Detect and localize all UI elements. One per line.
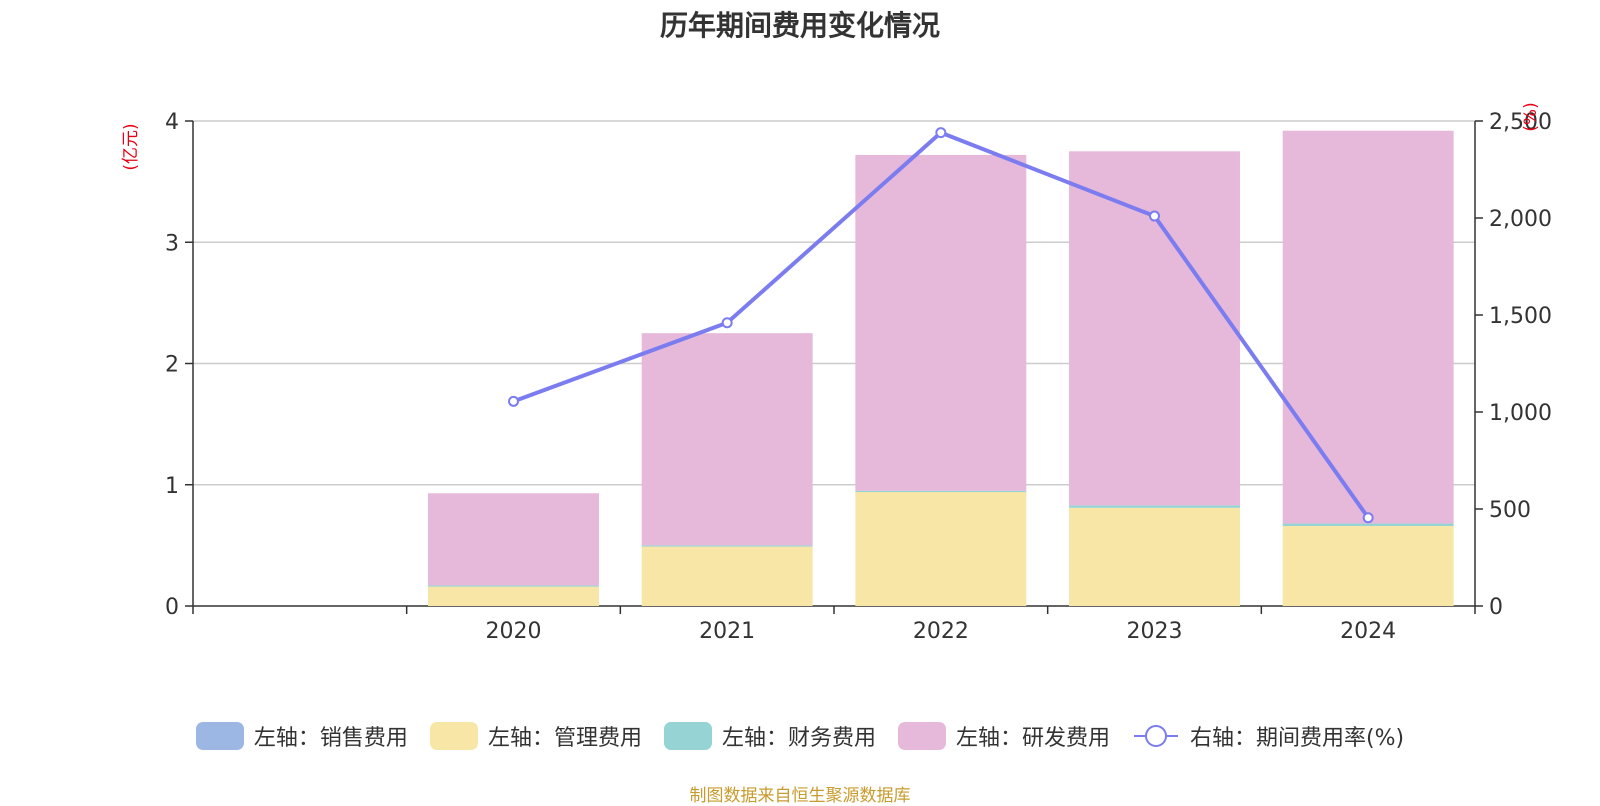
rate-point (1362, 512, 1374, 524)
legend-label: 左轴：销售费用 (253, 726, 408, 751)
right-axis-tick-label: 2,000 (1489, 207, 1552, 232)
legend-label: 右轴：期间费用率(%) (1189, 726, 1405, 751)
x-axis-tick-label: 2021 (699, 619, 755, 644)
bar-segment (1069, 507, 1240, 606)
bar-segment (641, 333, 813, 546)
legend-item[interactable]: 左轴：研发费用 (897, 720, 1110, 752)
rate-point (721, 317, 733, 329)
bar-segment (855, 492, 1027, 606)
bar-segment (1282, 130, 1454, 524)
left-axis-tick-label: 2 (165, 353, 179, 378)
chart-title: 历年期间费用变化情况 (659, 9, 940, 42)
bar-segment (855, 154, 1027, 491)
right-axis-unit: (%) (1521, 102, 1541, 131)
x-axis-tick-label: 2024 (1340, 619, 1396, 644)
legend-label: 左轴：管理费用 (487, 726, 642, 751)
left-axis-tick-label: 3 (165, 231, 179, 256)
bar-segment (1282, 523, 1454, 526)
left-axis-tick-label: 4 (165, 110, 179, 135)
legend-swatch (429, 722, 478, 750)
right-axis-tick-label: 1,500 (1489, 304, 1552, 329)
right-axis-tick-label: 0 (1489, 595, 1503, 620)
legend-item[interactable]: 左轴：销售费用 (195, 720, 408, 752)
rate-point (508, 395, 519, 407)
bar-segment (641, 545, 813, 547)
rate-point (935, 127, 947, 139)
right-axis-tick-label: 1,000 (1489, 401, 1552, 426)
legend-swatch (663, 722, 712, 750)
left-axis-tick-label: 1 (165, 474, 179, 499)
legend-label: 左轴：研发费用 (955, 726, 1110, 751)
bar-segment (855, 490, 1027, 493)
rate-point (1149, 210, 1160, 222)
legend-swatch (897, 722, 946, 750)
right-axis-tick-label: 2,500 (1489, 110, 1552, 135)
legend: 左轴：销售费用 左轴：管理费用 左轴：财务费用 左轴：研发费用 右轴：期间费用率(%) (0, 720, 1600, 752)
x-axis-tick-label: 2022 (913, 619, 969, 644)
bar-segment (428, 586, 599, 606)
bar-segment (1069, 505, 1240, 508)
legend-item[interactable]: 左轴：财务费用 (663, 720, 876, 752)
bar-segment (428, 493, 599, 586)
legend-line-marker-icon (1133, 725, 1178, 747)
left-axis-unit: (亿元) (121, 123, 141, 170)
legend-item[interactable]: 右轴：期间费用率(%) (1132, 720, 1404, 752)
source-note: 制图数据来自恒生聚源数据库 (689, 786, 911, 806)
right-axis-tick-label: 500 (1489, 498, 1531, 523)
x-axis-tick-label: 2023 (1127, 619, 1183, 644)
legend-item[interactable]: 左轴：管理费用 (429, 720, 642, 752)
legend-label: 左轴：财务费用 (721, 726, 876, 751)
left-axis-tick-label: 0 (165, 595, 179, 620)
bar-segment (1282, 525, 1454, 606)
bar-segment (428, 585, 599, 587)
bar-segment (1069, 151, 1240, 506)
chart-area: 0 1 2 3 4 0 500 1,000 1,500 2,000 2,500 2020 2021 202… (121, 102, 1552, 644)
legend-swatch (195, 722, 244, 750)
x-axis-tick-label: 2020 (486, 619, 542, 644)
bar-segment (641, 546, 813, 606)
